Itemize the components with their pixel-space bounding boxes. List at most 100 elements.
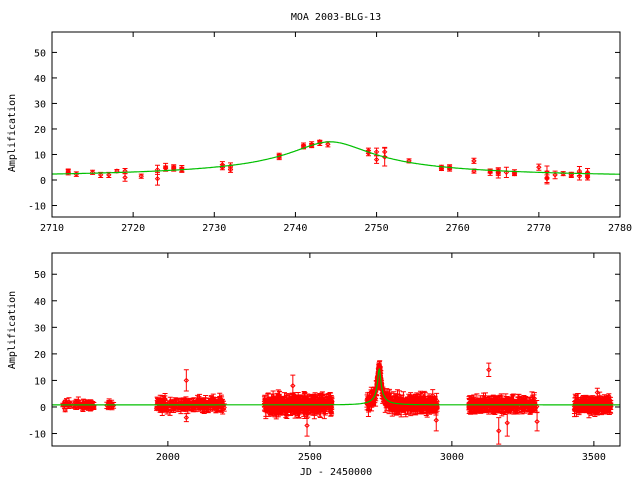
error-bar <box>206 397 212 411</box>
data-point <box>314 406 321 412</box>
error-bar <box>277 399 283 415</box>
data-point <box>218 403 224 410</box>
data-point <box>65 168 71 174</box>
error-bar <box>312 393 318 404</box>
data-point <box>429 400 436 407</box>
error-bar <box>216 399 222 412</box>
data-point <box>595 401 601 407</box>
error-bar <box>324 393 330 410</box>
x-tick-label: 2750 <box>365 223 389 234</box>
error-bar <box>364 394 370 405</box>
x-tick-label: 2000 <box>156 452 180 463</box>
data-point <box>552 172 558 178</box>
data-point <box>327 398 333 404</box>
data-point <box>290 383 296 389</box>
full-light-curve-panel: -10 0 10 20 30 40 50 2000 2500 3000 3500 <box>28 252 621 463</box>
data-point <box>281 396 288 402</box>
data-point <box>317 139 323 145</box>
y-tick-label: 0 <box>40 176 46 187</box>
error-bar <box>430 397 436 410</box>
data-point <box>283 408 289 414</box>
data-point <box>304 422 310 429</box>
data-point <box>80 405 86 412</box>
model-curve <box>52 368 620 406</box>
error-bar <box>369 390 375 407</box>
data-point <box>394 395 401 401</box>
data-point <box>471 158 477 164</box>
y-tick-label: 50 <box>34 270 46 281</box>
data-points <box>65 139 591 186</box>
y-tick-label: 10 <box>34 150 46 161</box>
chart-title: MOA 2003-BLG-13 <box>291 12 381 23</box>
error-bar <box>486 362 492 377</box>
data-point <box>376 362 382 368</box>
y-tick-label: 0 <box>40 403 46 414</box>
data-point <box>312 394 318 400</box>
error-bar <box>474 399 480 414</box>
error-bar <box>467 398 473 413</box>
error-bar <box>171 401 177 411</box>
data-point <box>576 173 583 179</box>
data-point <box>511 170 518 177</box>
error-bar <box>483 401 489 414</box>
x-axis-label: JD - 2450000 <box>300 467 372 478</box>
data-point <box>492 401 499 408</box>
data-point <box>471 398 477 405</box>
data-point <box>183 414 190 421</box>
data-point <box>606 404 613 410</box>
data-point <box>471 168 477 174</box>
error-bar <box>183 369 189 392</box>
data-point <box>389 402 396 408</box>
plot-frame <box>51 31 621 218</box>
error-bar <box>411 398 417 415</box>
data-point <box>194 397 201 403</box>
data-point <box>324 399 330 405</box>
data-point <box>468 400 474 407</box>
error-bar <box>304 414 310 437</box>
top-y-axis-label: Amplification <box>7 94 18 172</box>
x-tick-label: 2740 <box>283 223 307 234</box>
data-point <box>190 406 196 412</box>
data-point <box>487 169 493 176</box>
error-bar <box>391 391 397 405</box>
y-tick-label: -10 <box>28 202 46 213</box>
y-tick-label: 40 <box>34 297 46 308</box>
error-bar <box>496 417 502 445</box>
data-point <box>438 165 445 172</box>
error-bar <box>420 401 426 414</box>
data-point <box>373 156 380 163</box>
data-point <box>311 396 318 402</box>
error-bar <box>495 167 501 179</box>
data-point <box>420 404 427 410</box>
bottom-y-axis-label: Amplification <box>7 291 18 369</box>
error-bar <box>106 398 112 408</box>
error-bar <box>517 399 523 414</box>
y-tick-label: 40 <box>34 74 46 85</box>
data-point <box>74 404 80 410</box>
data-point <box>534 418 540 425</box>
y-tick-label: 30 <box>34 323 46 334</box>
data-point <box>154 176 161 182</box>
y-tick-label: 20 <box>34 350 46 361</box>
data-point <box>106 172 112 178</box>
data-point <box>325 141 331 147</box>
data-point <box>419 392 425 398</box>
error-bar <box>471 394 477 409</box>
data-point <box>163 406 169 412</box>
data-point <box>66 402 72 408</box>
data-point <box>296 407 303 413</box>
x-tick-label: 2730 <box>202 223 226 234</box>
plot-frame <box>51 252 621 447</box>
data-point <box>495 170 501 176</box>
error-bar <box>199 397 205 410</box>
data-point <box>600 401 606 407</box>
data-point <box>397 402 403 409</box>
data-point <box>373 149 380 155</box>
y-tick-label: -10 <box>28 430 46 441</box>
model-curve <box>52 141 620 175</box>
data-point <box>154 167 161 173</box>
data-point <box>308 404 314 411</box>
x-tick-label: 2710 <box>40 223 64 234</box>
error-bar <box>267 396 273 415</box>
